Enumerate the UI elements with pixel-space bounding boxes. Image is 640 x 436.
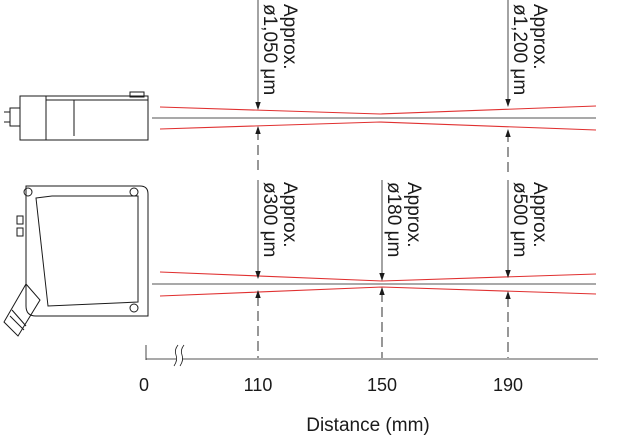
- sensor-side-view: [4, 91, 149, 141]
- sensor-side-body: [19, 95, 149, 141]
- axis-break-mark: [179, 344, 185, 367]
- sensor-indicator: [16, 215, 24, 225]
- bottom-annotation-1-line2: ø300 μm: [259, 182, 280, 257]
- bottom-arrow-down-2: [379, 273, 385, 281]
- bottom-arrow-down-3: [505, 270, 511, 278]
- sensor-cable-gland: [3, 283, 41, 337]
- top-annotation-1-line2: ø1,050 μm: [259, 4, 280, 95]
- sensor-cable-ridge: [9, 315, 25, 331]
- top-arrow-up-2: [505, 129, 511, 137]
- sensor-mount-hole: [129, 187, 139, 197]
- axis-tick-label: 190: [493, 375, 523, 395]
- top-arrow-down-2: [505, 99, 511, 107]
- sensor-front-body: [25, 185, 149, 317]
- sensor-cable-ridge: [11, 309, 27, 327]
- sensor-side-tab: [129, 91, 145, 98]
- bottom-annotation-2-line2: ø180 μm: [383, 182, 404, 257]
- axis-tick-label: 0: [139, 375, 149, 395]
- sensor-mount-hole: [129, 303, 139, 313]
- sensor-mount-hole: [23, 187, 33, 197]
- bottom-arrow-down-1: [255, 271, 261, 279]
- axis-break-mark: [173, 344, 179, 367]
- axis-title: Distance (mm): [306, 415, 430, 436]
- bottom-arrow-up-1: [255, 290, 261, 298]
- bottom-beam-lower: [159, 286, 597, 297]
- sensor-front-face: [35, 195, 139, 307]
- bottom-arrow-up-2: [379, 287, 385, 295]
- top-annotation-2-line2: ø1,200 μm: [509, 4, 530, 95]
- top-beam-lower: [159, 121, 597, 131]
- axis-tick-label: 150: [367, 375, 397, 395]
- distance-axis: [145, 344, 598, 367]
- sensor-front-view: [3, 185, 149, 337]
- top-beam-upper: [159, 105, 597, 115]
- bottom-annotation-2-line1: Approx.: [403, 182, 424, 247]
- bottom-annotation-3-line1: Approx.: [529, 182, 550, 247]
- bottom-annotation-1-line1: Approx.: [279, 182, 300, 247]
- sensor-side-connector: [9, 107, 21, 127]
- top-annotation-1-line1: Approx.: [279, 4, 300, 69]
- axis-tick-label: 110: [244, 375, 273, 395]
- bottom-beam-upper: [159, 271, 597, 282]
- top-arrow-down-1: [255, 102, 261, 110]
- top-annotation-2-line1: Approx.: [529, 4, 550, 69]
- sensor-indicator: [16, 227, 24, 237]
- top-arrow-up-1: [255, 126, 261, 134]
- bottom-arrow-up-3: [505, 291, 511, 299]
- bottom-annotation-3-line2: ø500 μm: [509, 182, 530, 257]
